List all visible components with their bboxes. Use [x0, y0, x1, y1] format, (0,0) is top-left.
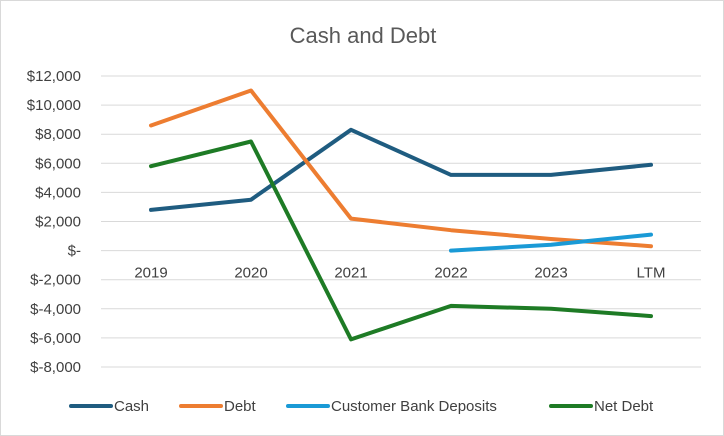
gridlines: [101, 75, 701, 368]
x-tick-label: 2019: [134, 265, 167, 282]
x-tick-label: LTM: [637, 265, 666, 282]
legend-label: Debt: [224, 398, 257, 415]
series-lines: [149, 88, 653, 342]
y-tick-label: $-6,000: [30, 330, 81, 347]
chart-title: Cash and Debt: [290, 23, 437, 48]
y-tick-label: $-: [68, 243, 81, 260]
series-line-net-debt: [149, 139, 653, 342]
y-tick-label: $12,000: [27, 68, 81, 85]
series-line-debt: [149, 88, 653, 249]
y-axis-ticks: $12,000 $10,000 $8,000 $6,000 $4,000 $2,000 $-…: [27, 68, 81, 376]
y-tick-label: $-4,000: [30, 301, 81, 318]
x-tick-label: 2023: [534, 265, 567, 282]
y-tick-label: $-8,000: [30, 359, 81, 376]
series-line-customer-bank-deposits: [449, 232, 653, 253]
y-tick-label: $10,000: [27, 97, 81, 114]
y-tick-label: $8,000: [35, 126, 81, 143]
series-line-cash: [149, 127, 653, 212]
legend-label: Net Debt: [594, 398, 654, 415]
y-tick-label: $4,000: [35, 184, 81, 201]
y-tick-label: $6,000: [35, 155, 81, 172]
x-tick-label: 2022: [434, 265, 467, 282]
x-tick-label: 2021: [334, 265, 367, 282]
legend: Cash Debt Customer Bank Deposits Net Debt: [69, 398, 654, 415]
x-axis-ticks: 2019 2020 2021 2022 2023 LTM: [134, 265, 665, 282]
y-tick-label: $2,000: [35, 214, 81, 231]
legend-label: Cash: [114, 398, 149, 415]
y-tick-label: $-2,000: [30, 272, 81, 289]
x-tick-label: 2020: [234, 265, 267, 282]
legend-label: Customer Bank Deposits: [331, 398, 497, 415]
